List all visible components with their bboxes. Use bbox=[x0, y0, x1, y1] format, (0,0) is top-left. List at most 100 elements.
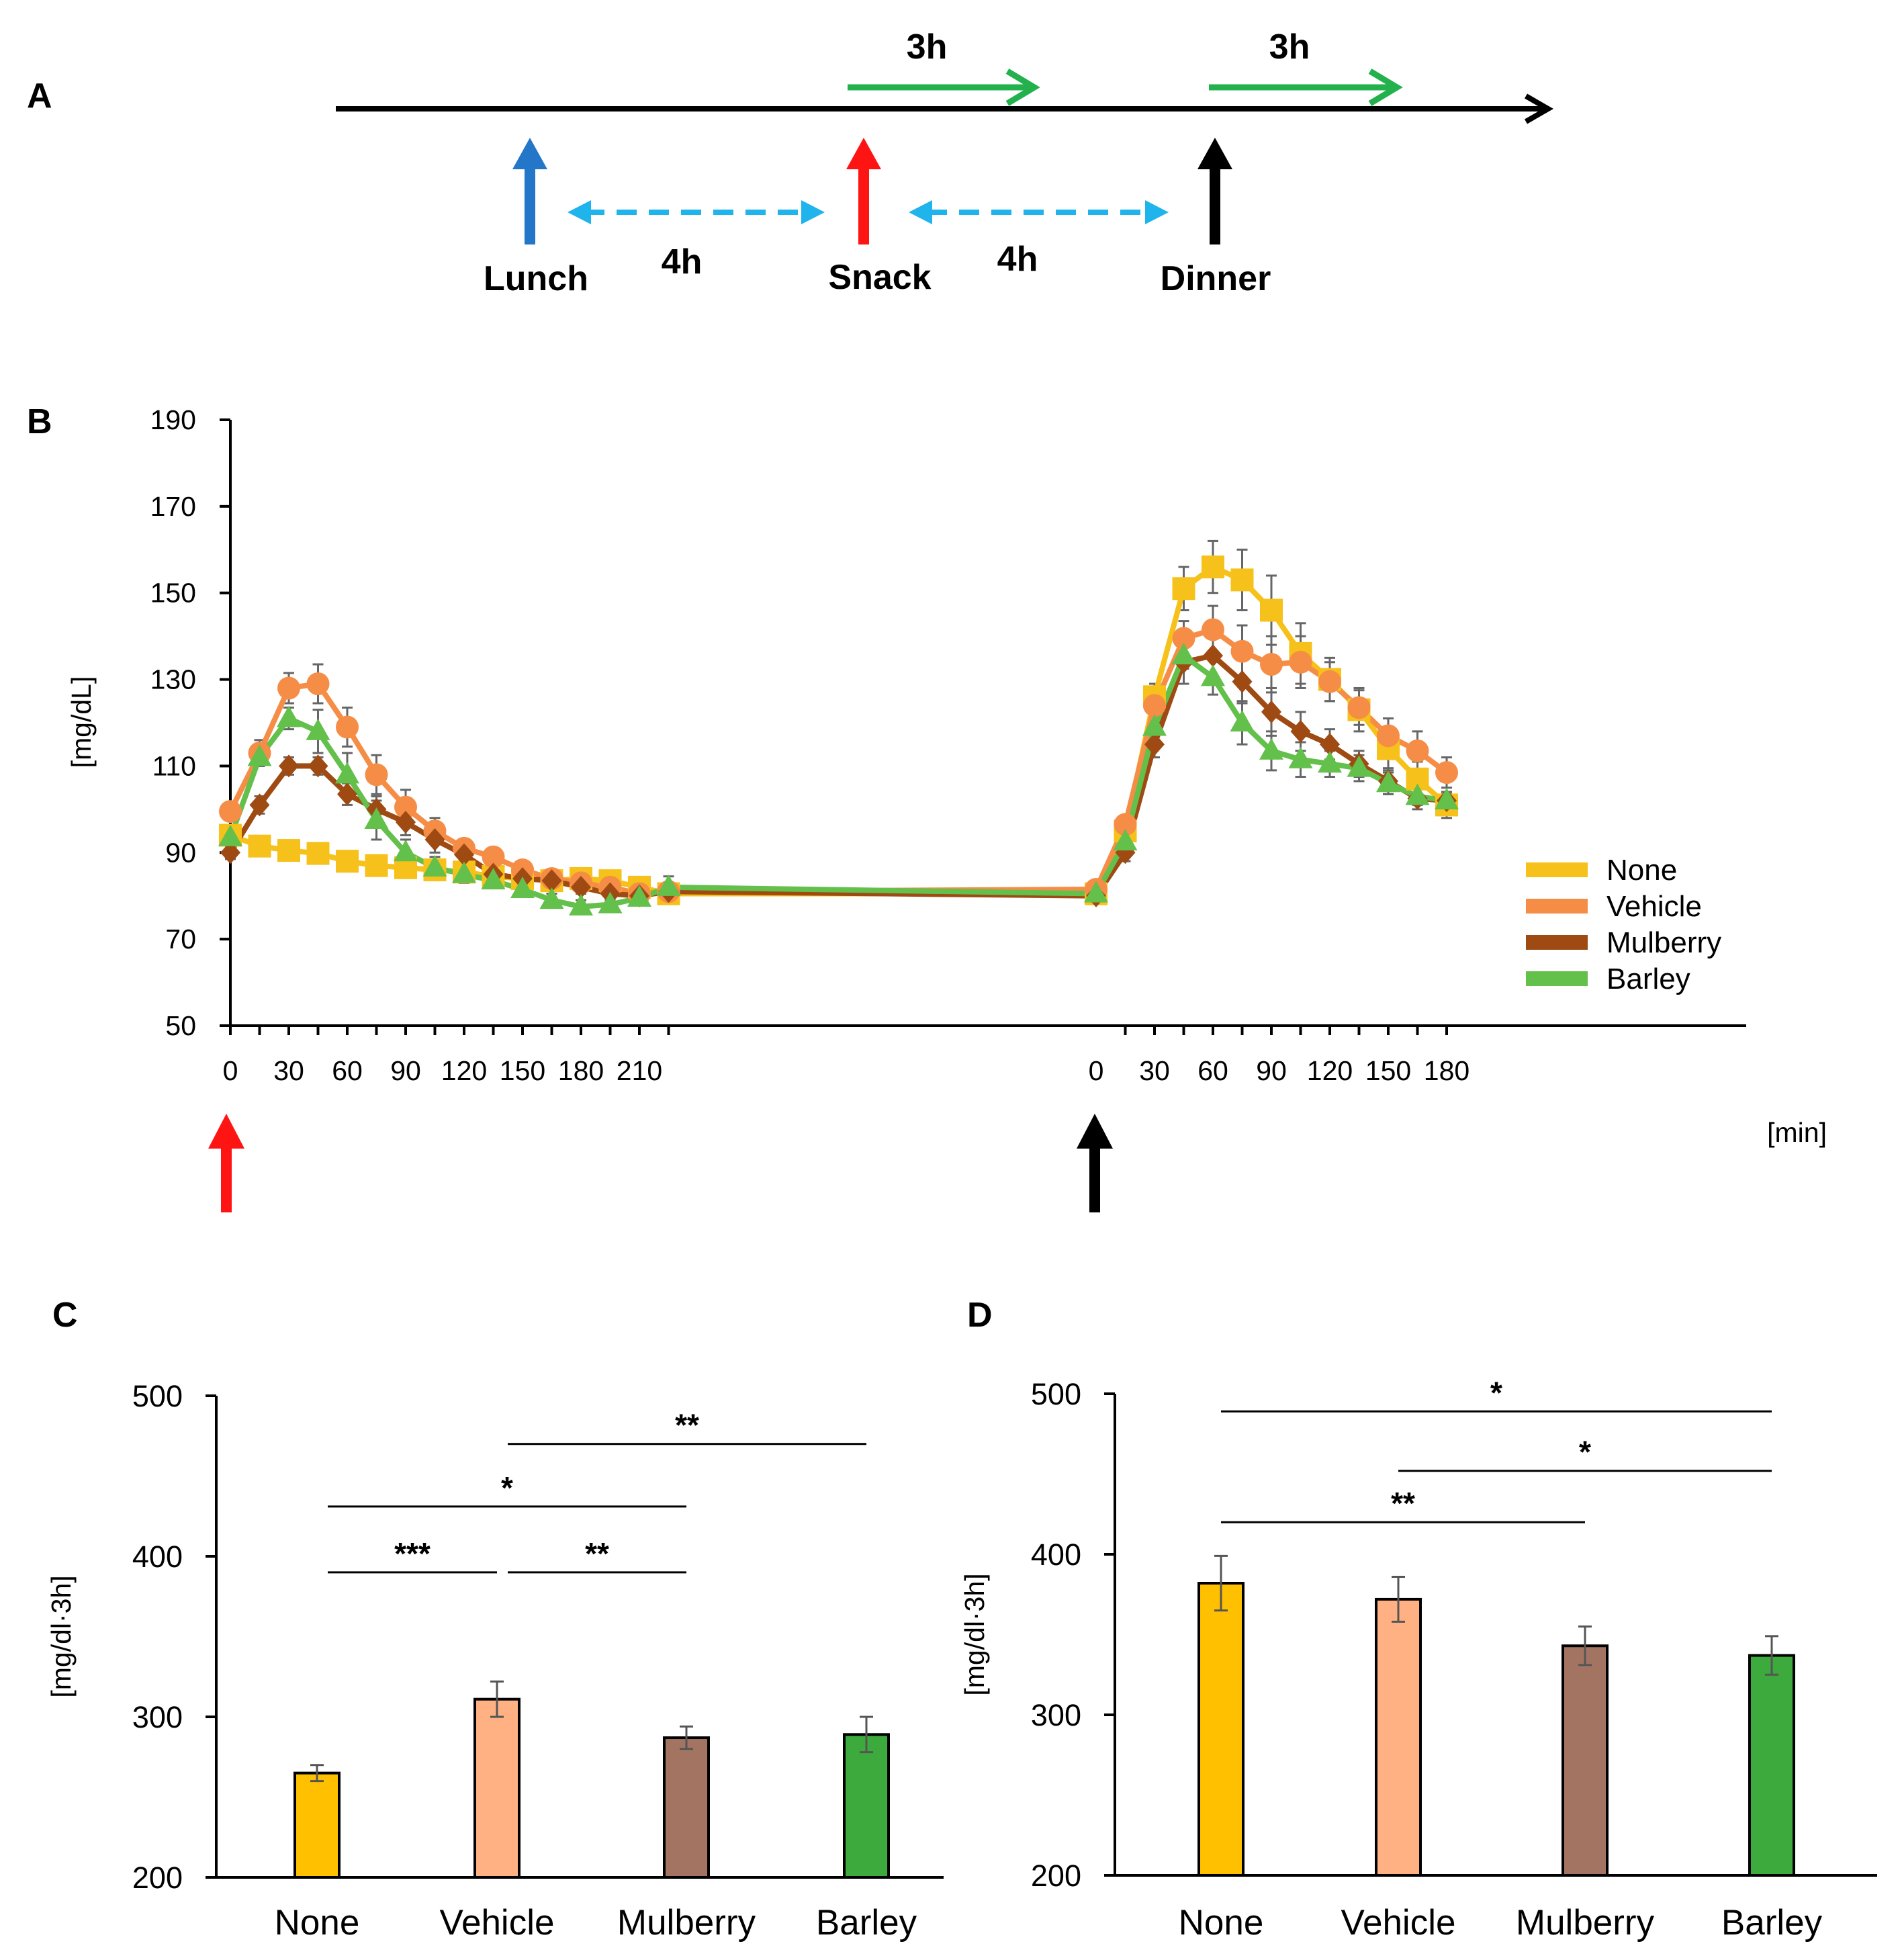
data-point-triangle bbox=[1201, 664, 1225, 686]
y-tick-label: 150 bbox=[150, 578, 196, 609]
panel-label-a: A bbox=[27, 77, 52, 116]
data-point-diamond bbox=[220, 841, 240, 864]
category-label-vehicle: Vehicle bbox=[1341, 1903, 1456, 1943]
timeline-axis-arrowhead bbox=[1525, 93, 1554, 124]
data-point-diamond bbox=[1144, 733, 1165, 756]
y-tick-label: 400 bbox=[132, 1540, 183, 1574]
data-point-diamond bbox=[424, 828, 445, 851]
data-point-diamond bbox=[454, 843, 474, 866]
y-tick-label: 400 bbox=[1031, 1538, 1081, 1572]
x-tick-label: 180 bbox=[558, 1055, 604, 1086]
y-tick-label: 200 bbox=[132, 1861, 183, 1895]
data-point-circle bbox=[1406, 739, 1429, 762]
legend-label-barley: Barley bbox=[1607, 963, 1690, 995]
data-point-circle bbox=[1260, 653, 1283, 676]
significance-stars: *** bbox=[394, 1536, 431, 1571]
duration-arrow-after-snack bbox=[848, 69, 1040, 106]
panel-b-glucose-line-chart: B [mg/dL] [min] 50 70 90 110 130 150 170 190 0 30… bbox=[27, 402, 1827, 1212]
bar-mulberry bbox=[663, 1736, 710, 1879]
bar-mulberry bbox=[1562, 1644, 1609, 1877]
dinner-time-arrow-icon bbox=[1077, 1114, 1113, 1212]
bar-none bbox=[1197, 1582, 1245, 1877]
panel-d-bar-chart: D 200 300 400 500 [mg/dl·3h] None Vehicle Mulbe… bbox=[959, 1296, 1877, 1943]
data-point-triangle bbox=[1259, 738, 1283, 760]
data-point-square bbox=[1202, 555, 1224, 579]
duration-arrow-after-dinner bbox=[1209, 69, 1403, 106]
bar-barley bbox=[1748, 1654, 1795, 1877]
bar-vehicle bbox=[473, 1697, 521, 1879]
data-point-diamond bbox=[571, 875, 591, 899]
data-point-triangle bbox=[422, 854, 447, 877]
data-point-diamond bbox=[279, 754, 299, 778]
data-point-triangle bbox=[1142, 714, 1167, 736]
data-point-triangle bbox=[598, 891, 623, 914]
lunch-arrow-icon bbox=[512, 138, 547, 244]
data-point-triangle bbox=[1084, 881, 1108, 903]
category-label-mulberry: Mulberry bbox=[1516, 1903, 1655, 1943]
category-label-mulberry: Mulberry bbox=[617, 1903, 756, 1943]
panel-a-timeline: A 3h 3h Lunch Snack Dinner bbox=[27, 28, 1554, 298]
bar-vehicle bbox=[1375, 1597, 1422, 1877]
data-point-square bbox=[277, 839, 300, 862]
data-point-circle bbox=[482, 845, 505, 868]
data-point-square bbox=[1172, 577, 1195, 600]
snack-arrow-icon bbox=[846, 138, 881, 244]
data-point-triangle bbox=[1347, 755, 1371, 777]
y-tick-label: 500 bbox=[132, 1379, 183, 1413]
data-point-circle bbox=[219, 800, 242, 823]
dinner-label: Dinner bbox=[1161, 259, 1271, 298]
data-point-triangle bbox=[452, 861, 476, 883]
data-point-triangle bbox=[569, 893, 593, 916]
data-point-triangle bbox=[1376, 770, 1400, 793]
dinner-arrow-icon bbox=[1197, 138, 1232, 244]
panel-label-d: D bbox=[967, 1296, 993, 1335]
data-point-diamond bbox=[1232, 670, 1253, 693]
line-chart-y-axis-label: [mg/dL] bbox=[66, 676, 97, 768]
x-tick-label: 120 bbox=[1307, 1055, 1353, 1086]
x-tick-label: 30 bbox=[273, 1055, 304, 1086]
data-point-triangle bbox=[1318, 751, 1342, 773]
category-label-barley: Barley bbox=[1721, 1903, 1823, 1943]
category-label-none: None bbox=[275, 1903, 360, 1943]
data-point-triangle bbox=[656, 874, 681, 896]
legend-swatch-mulberry bbox=[1526, 935, 1588, 950]
data-point-square bbox=[1230, 568, 1254, 592]
category-label-none: None bbox=[1179, 1903, 1264, 1943]
data-point-triangle bbox=[306, 718, 330, 740]
data-point-square bbox=[306, 842, 330, 865]
x-tick-label: 60 bbox=[332, 1055, 363, 1086]
data-point-triangle bbox=[1230, 710, 1255, 731]
y-tick-label: 90 bbox=[165, 837, 196, 868]
data-point-circle bbox=[306, 672, 330, 696]
duration-label-2: 3h bbox=[1269, 28, 1310, 66]
data-point-diamond bbox=[1320, 733, 1340, 756]
category-label-vehicle: Vehicle bbox=[440, 1903, 555, 1943]
x-tick-label: 60 bbox=[1197, 1055, 1228, 1086]
y-tick-label: 200 bbox=[1031, 1859, 1081, 1893]
x-tick-label: 90 bbox=[390, 1055, 421, 1086]
data-point-circle bbox=[365, 763, 388, 787]
data-point-triangle bbox=[1113, 829, 1138, 851]
x-tick-label: 150 bbox=[500, 1055, 545, 1086]
data-point-diamond bbox=[337, 783, 357, 806]
panel-label-c: C bbox=[52, 1296, 78, 1335]
data-point-square bbox=[1260, 598, 1283, 622]
legend-swatch-none bbox=[1526, 862, 1588, 877]
y-tick-label: 300 bbox=[1031, 1698, 1081, 1732]
significance-stars: ** bbox=[585, 1536, 609, 1571]
legend-label-mulberry: Mulberry bbox=[1607, 926, 1721, 959]
lunch-label: Lunch bbox=[484, 259, 588, 298]
interval-label-2: 4h bbox=[997, 240, 1038, 279]
significance-stars: ** bbox=[675, 1408, 699, 1443]
data-point-diamond bbox=[1261, 700, 1281, 723]
x-tick-label: 180 bbox=[1424, 1055, 1469, 1086]
data-point-triangle bbox=[627, 885, 651, 907]
y-tick-label: 170 bbox=[150, 491, 196, 522]
data-point-diamond bbox=[541, 869, 562, 893]
snack-time-arrow-icon bbox=[208, 1114, 244, 1212]
category-label-barley: Barley bbox=[816, 1903, 917, 1943]
data-point-triangle bbox=[481, 868, 506, 890]
snack-label: Snack bbox=[828, 258, 931, 297]
data-point-triangle bbox=[1405, 783, 1430, 805]
